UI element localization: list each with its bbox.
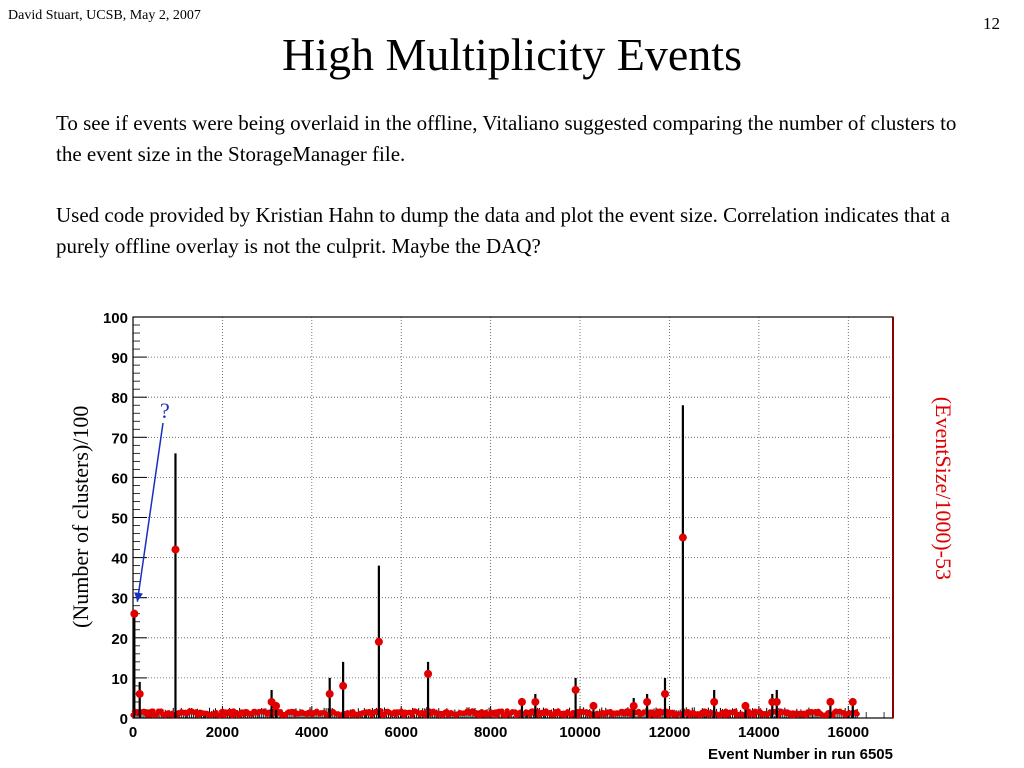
paragraph-2: Used code provided by Kristian Hahn to d… xyxy=(56,203,950,258)
y-axis-label-left: (Number of clusters)/100 xyxy=(68,406,93,628)
y-tick-label: 50 xyxy=(111,511,128,528)
eventsize-point xyxy=(848,697,857,706)
eventsize-point xyxy=(661,689,669,698)
eventsize-point xyxy=(826,697,835,706)
eventsize-point xyxy=(678,533,687,542)
eventsize-point xyxy=(171,545,180,554)
y-tick-label: 30 xyxy=(111,591,128,608)
slide-title: High Multiplicity Events xyxy=(282,29,742,80)
x-tick-label: 12000 xyxy=(649,724,691,741)
noise-point xyxy=(147,712,154,718)
y-axis-ticks: 0 10 20 30 40 50 60 70 80 90 100 xyxy=(103,310,147,728)
y-tick-label: 80 xyxy=(111,390,128,407)
x-tick-label: 2000 xyxy=(206,724,239,741)
eventsize-point xyxy=(272,701,281,710)
author-line: David Stuart, UCSB, May 2, 2007 xyxy=(8,8,201,23)
eventsize-point xyxy=(643,697,652,706)
x-axis-ticks: 0 2000 4000 6000 8000 10000 12000 14000 16000 xyxy=(129,706,885,741)
x-tick-label: 16000 xyxy=(827,724,869,741)
noise-point xyxy=(499,708,505,714)
eventsize-point xyxy=(325,689,334,698)
y-tick-label: 60 xyxy=(111,470,128,487)
y-tick-label: 0 xyxy=(120,711,128,728)
eventsize-point xyxy=(772,697,781,706)
x-tick-label: 8000 xyxy=(474,724,507,741)
noise-point xyxy=(493,712,500,719)
eventsize-point xyxy=(424,669,433,678)
chart-grid xyxy=(133,317,893,718)
eventsize-point xyxy=(589,701,598,710)
eventsize-point xyxy=(571,685,580,694)
eventsize-point xyxy=(741,701,750,710)
x-axis-label: Event Number in run 6505 xyxy=(708,746,893,763)
x-tick-label: 4000 xyxy=(295,724,328,741)
eventsize-point xyxy=(629,701,638,710)
annotation-question-mark: ? xyxy=(160,398,170,423)
annotation-arrow xyxy=(134,422,164,602)
eventsize-point xyxy=(517,697,526,706)
y-tick-label: 40 xyxy=(111,551,128,568)
page-number: 12 xyxy=(983,14,1000,33)
noise-point xyxy=(854,711,860,717)
x-tick-label: 0 xyxy=(129,724,137,741)
x-tick-label: 6000 xyxy=(385,724,418,741)
eventsize-point xyxy=(710,697,719,706)
x-tick-label: 10000 xyxy=(559,724,601,741)
y-tick-label: 100 xyxy=(103,310,128,327)
baseline-noise xyxy=(130,707,860,719)
y-tick-label: 10 xyxy=(111,671,128,688)
eventsize-point xyxy=(531,697,540,706)
paragraph-1: To see if events were being overlaid in … xyxy=(56,111,957,166)
noise-point xyxy=(723,708,729,714)
eventsize-series xyxy=(130,533,857,710)
clusters-series xyxy=(133,405,854,718)
y-tick-label: 20 xyxy=(111,631,128,648)
y-tick-label: 90 xyxy=(111,350,128,367)
y-axis-label-right: (EventSize/1000)-53 xyxy=(931,397,956,580)
eventsize-point xyxy=(374,637,383,646)
noise-point xyxy=(150,708,156,714)
y-tick-label: 70 xyxy=(111,430,128,447)
eventsize-point xyxy=(135,689,144,698)
x-tick-label: 14000 xyxy=(738,724,780,741)
eventsize-point xyxy=(339,681,348,690)
scatter-chart: 0 10 20 30 40 50 60 70 80 90 100 0 2000 4000 6000 8000… xyxy=(68,310,956,763)
noise-point xyxy=(217,712,223,719)
eventsize-point xyxy=(130,609,139,618)
